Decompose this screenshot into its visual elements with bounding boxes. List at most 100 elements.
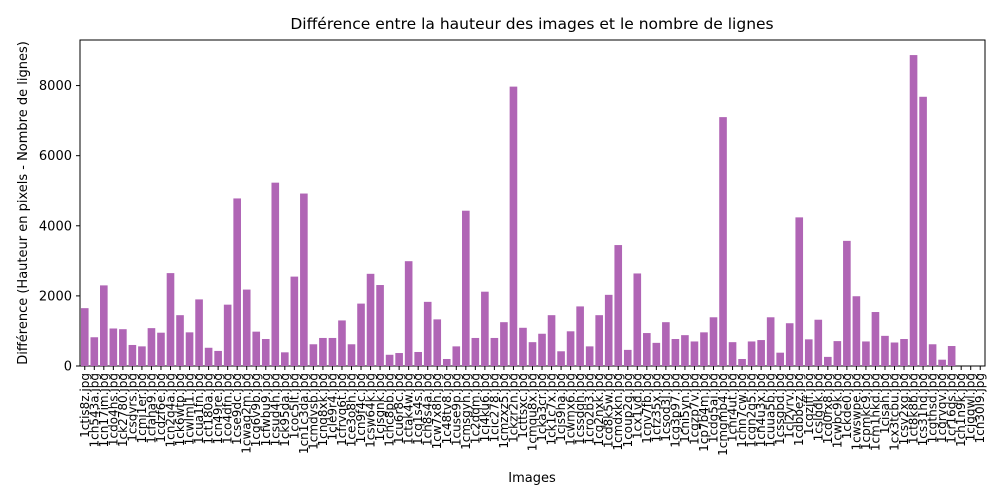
bar <box>462 210 470 366</box>
x-tick-label: 1ch8s4a.jpg <box>421 373 435 446</box>
x-tick-label: 1cfaha9.jpg <box>144 373 158 444</box>
x-tick-label: 1cqzjff.jpg <box>802 373 816 435</box>
bar <box>433 319 442 366</box>
x-tick-label: 1csod3l.jpg <box>659 373 673 442</box>
bar <box>566 331 575 366</box>
bar <box>728 342 737 366</box>
x-tick-label: 1cn30l9.jpg <box>973 373 987 443</box>
chart-title: Différence entre la hauteur des images e… <box>290 15 773 33</box>
bar <box>824 356 832 366</box>
x-tick-label: 1cd8k5w.jpg <box>602 373 616 448</box>
x-tick-label: 1cmdxkn.jpg <box>611 373 625 451</box>
x-tick-label: 1cfrvq6t.jpg <box>335 373 349 446</box>
x-tick-label: 1cwmx6.jpg <box>564 373 578 446</box>
bar <box>376 285 384 366</box>
bar <box>947 346 956 366</box>
x-tick-label: 1cic278.jpg <box>487 373 501 442</box>
bar <box>595 315 603 366</box>
bar <box>623 349 632 366</box>
bar <box>404 261 413 366</box>
x-tick-label: 1cro2b3.jpg <box>583 373 597 445</box>
y-tick-label: 2000 <box>39 289 72 304</box>
bar <box>271 182 280 366</box>
bar <box>719 117 727 367</box>
bar <box>185 332 194 366</box>
x-tick-label: 1cjsgnk.jpg <box>373 373 387 441</box>
x-tick-label: 1cssgbd.jpg <box>773 373 787 445</box>
x-tick-label: 1cd0rx8.jpg <box>821 373 835 444</box>
x-tick-label: 1cgthsd.jpg <box>926 373 940 443</box>
y-tick-label: 4000 <box>39 219 72 234</box>
bar <box>119 329 127 366</box>
bar <box>909 55 918 366</box>
x-tick-label: 1cjs9ha.jpg <box>554 373 568 442</box>
bar <box>738 358 746 366</box>
x-tick-label: 1c2dqm.jpg <box>468 373 482 444</box>
x-tick-label: 1coc5lt.jpg <box>287 373 301 439</box>
x-tick-label: 1cua1fn.jpg <box>192 373 206 444</box>
bar <box>709 317 718 366</box>
bar <box>366 273 375 366</box>
x-tick-label: 1ce3o8h.jpg <box>345 373 359 447</box>
bar <box>147 328 156 366</box>
x-tick-label: 1cfz35x.jpg <box>649 373 663 443</box>
x-tick-label: 1cfwbu9.jpg <box>259 373 273 446</box>
y-tick-label: 0 <box>64 360 72 375</box>
x-tick-label: 1ct180a.jpg <box>202 373 216 445</box>
bar <box>900 339 908 366</box>
bar <box>442 358 451 366</box>
bar <box>100 285 108 366</box>
x-tick-label: 1cmgmb4.jpg <box>716 373 730 456</box>
x-tick-label: 1cn17im.jpg <box>97 373 111 448</box>
bar <box>357 303 365 366</box>
x-tick-label: 1cmsgyn.jpg <box>459 373 473 450</box>
bar <box>242 289 251 366</box>
bar <box>547 315 556 366</box>
bar <box>423 301 432 366</box>
x-tick-label: 1ck1c7x.jpg <box>545 373 559 446</box>
y-axis-label: Différence (Hauteur en pixels - Nombre d… <box>16 41 31 365</box>
bar <box>643 333 651 366</box>
bar <box>776 352 784 366</box>
bar <box>138 346 146 366</box>
x-tick-label: 1cdzf6e.jpg <box>154 373 168 443</box>
bar <box>195 299 203 366</box>
bar <box>871 312 880 366</box>
bar <box>843 240 851 366</box>
bar <box>452 346 461 366</box>
x-tick-label: 1ckde0.jpg <box>840 373 854 439</box>
x-tick-label: 1cgzp7v.jpg <box>687 373 701 445</box>
bar <box>90 337 99 366</box>
bar <box>700 332 708 366</box>
x-tick-label: 1cwswpe.jpg <box>849 373 863 451</box>
x-tick-label: 1c48tv8.jpg <box>440 373 454 444</box>
bar <box>747 341 756 366</box>
y-axis: 0 2000 4000 6000 8000 <box>39 79 80 375</box>
bar <box>385 354 394 366</box>
x-tick-label: 1cisah.jpg <box>878 373 892 434</box>
bar <box>528 342 537 366</box>
x-tick-label: 1cn49re.jpg <box>211 373 225 445</box>
x-tick-label: 1cn1c3da.jpg <box>297 373 311 454</box>
x-tick-label: 1cm1hkd.jpg <box>868 373 882 451</box>
x-tick-label: 1cn4u3x.jpg <box>754 373 768 447</box>
bar <box>309 344 318 366</box>
bar <box>557 351 565 366</box>
x-tick-label: 1cs31hd.jpg <box>916 373 930 446</box>
bar <box>338 320 346 366</box>
bar <box>576 306 584 366</box>
bar <box>938 359 946 366</box>
bar <box>414 351 422 366</box>
bar <box>128 344 137 366</box>
x-tick-label: 1cq6v9b.jpg <box>249 373 263 447</box>
x-tick-label: 1ctis8z.jpg <box>78 373 92 438</box>
bar <box>881 335 889 366</box>
bar <box>852 296 861 366</box>
x-tick-label: 1cgrvqv.jpg <box>935 373 949 443</box>
x-tick-label: 1ck2780.jpg <box>116 373 130 447</box>
bar <box>614 245 623 366</box>
bar <box>347 344 356 366</box>
x-tick-label: 1ck95da.jpg <box>278 373 292 447</box>
x-tick-label: 1cn2q4a.jpg <box>164 373 178 447</box>
